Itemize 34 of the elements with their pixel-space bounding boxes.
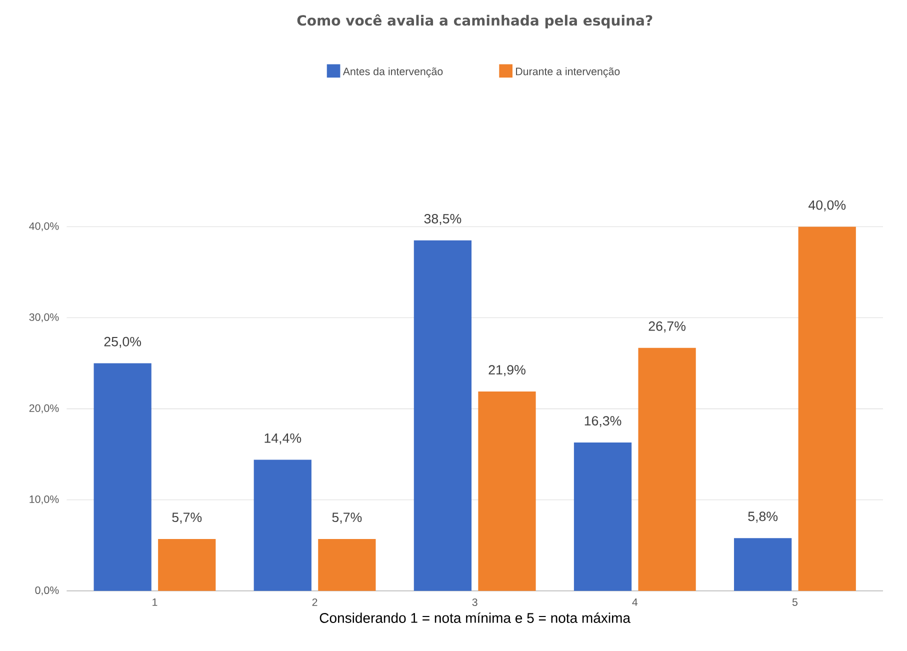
bar: [734, 538, 792, 591]
data-label: 40,0%: [808, 200, 846, 212]
x-tick-label: 2: [312, 598, 318, 606]
legend-label: Durante a intervenção: [516, 67, 620, 78]
chart-title: Como você avalia a caminhada pela esquina?: [297, 14, 652, 28]
y-tick-label: 0,0%: [35, 586, 59, 596]
y-tick-label: 10,0%: [30, 495, 59, 504]
x-tick-label: 1: [152, 598, 158, 606]
bar: [638, 348, 696, 591]
bar: [574, 442, 632, 591]
y-tick-label: 30,0%: [29, 313, 59, 322]
bar: [414, 240, 472, 591]
bar: [798, 226, 856, 591]
data-label: 21,9%: [488, 365, 526, 376]
data-label: 5,7%: [332, 512, 362, 524]
y-tick-label: 20,0%: [29, 404, 59, 414]
x-tick-label: 5: [792, 598, 798, 606]
data-label: 16,3%: [584, 416, 622, 428]
bar: [94, 363, 152, 591]
bar: [318, 539, 376, 591]
data-label: 5,8%: [748, 512, 778, 523]
x-axis-title: Considerando 1 = nota mínima e 5 = nota máxima: [320, 612, 630, 623]
legend-label: Antes da intervenção: [342, 67, 443, 78]
data-label: 25,0%: [104, 336, 142, 348]
data-label: 26,7%: [648, 321, 686, 332]
data-label: 14,4%: [264, 433, 302, 444]
bar: [254, 460, 312, 591]
x-tick-label: 3: [472, 598, 478, 606]
data-label: 5,7%: [172, 512, 202, 524]
x-tick-label: 4: [632, 598, 638, 606]
bar: [478, 392, 536, 591]
data-label: 38,5%: [424, 214, 462, 226]
y-tick-label: 40,0%: [29, 222, 59, 232]
bar: [158, 539, 216, 591]
